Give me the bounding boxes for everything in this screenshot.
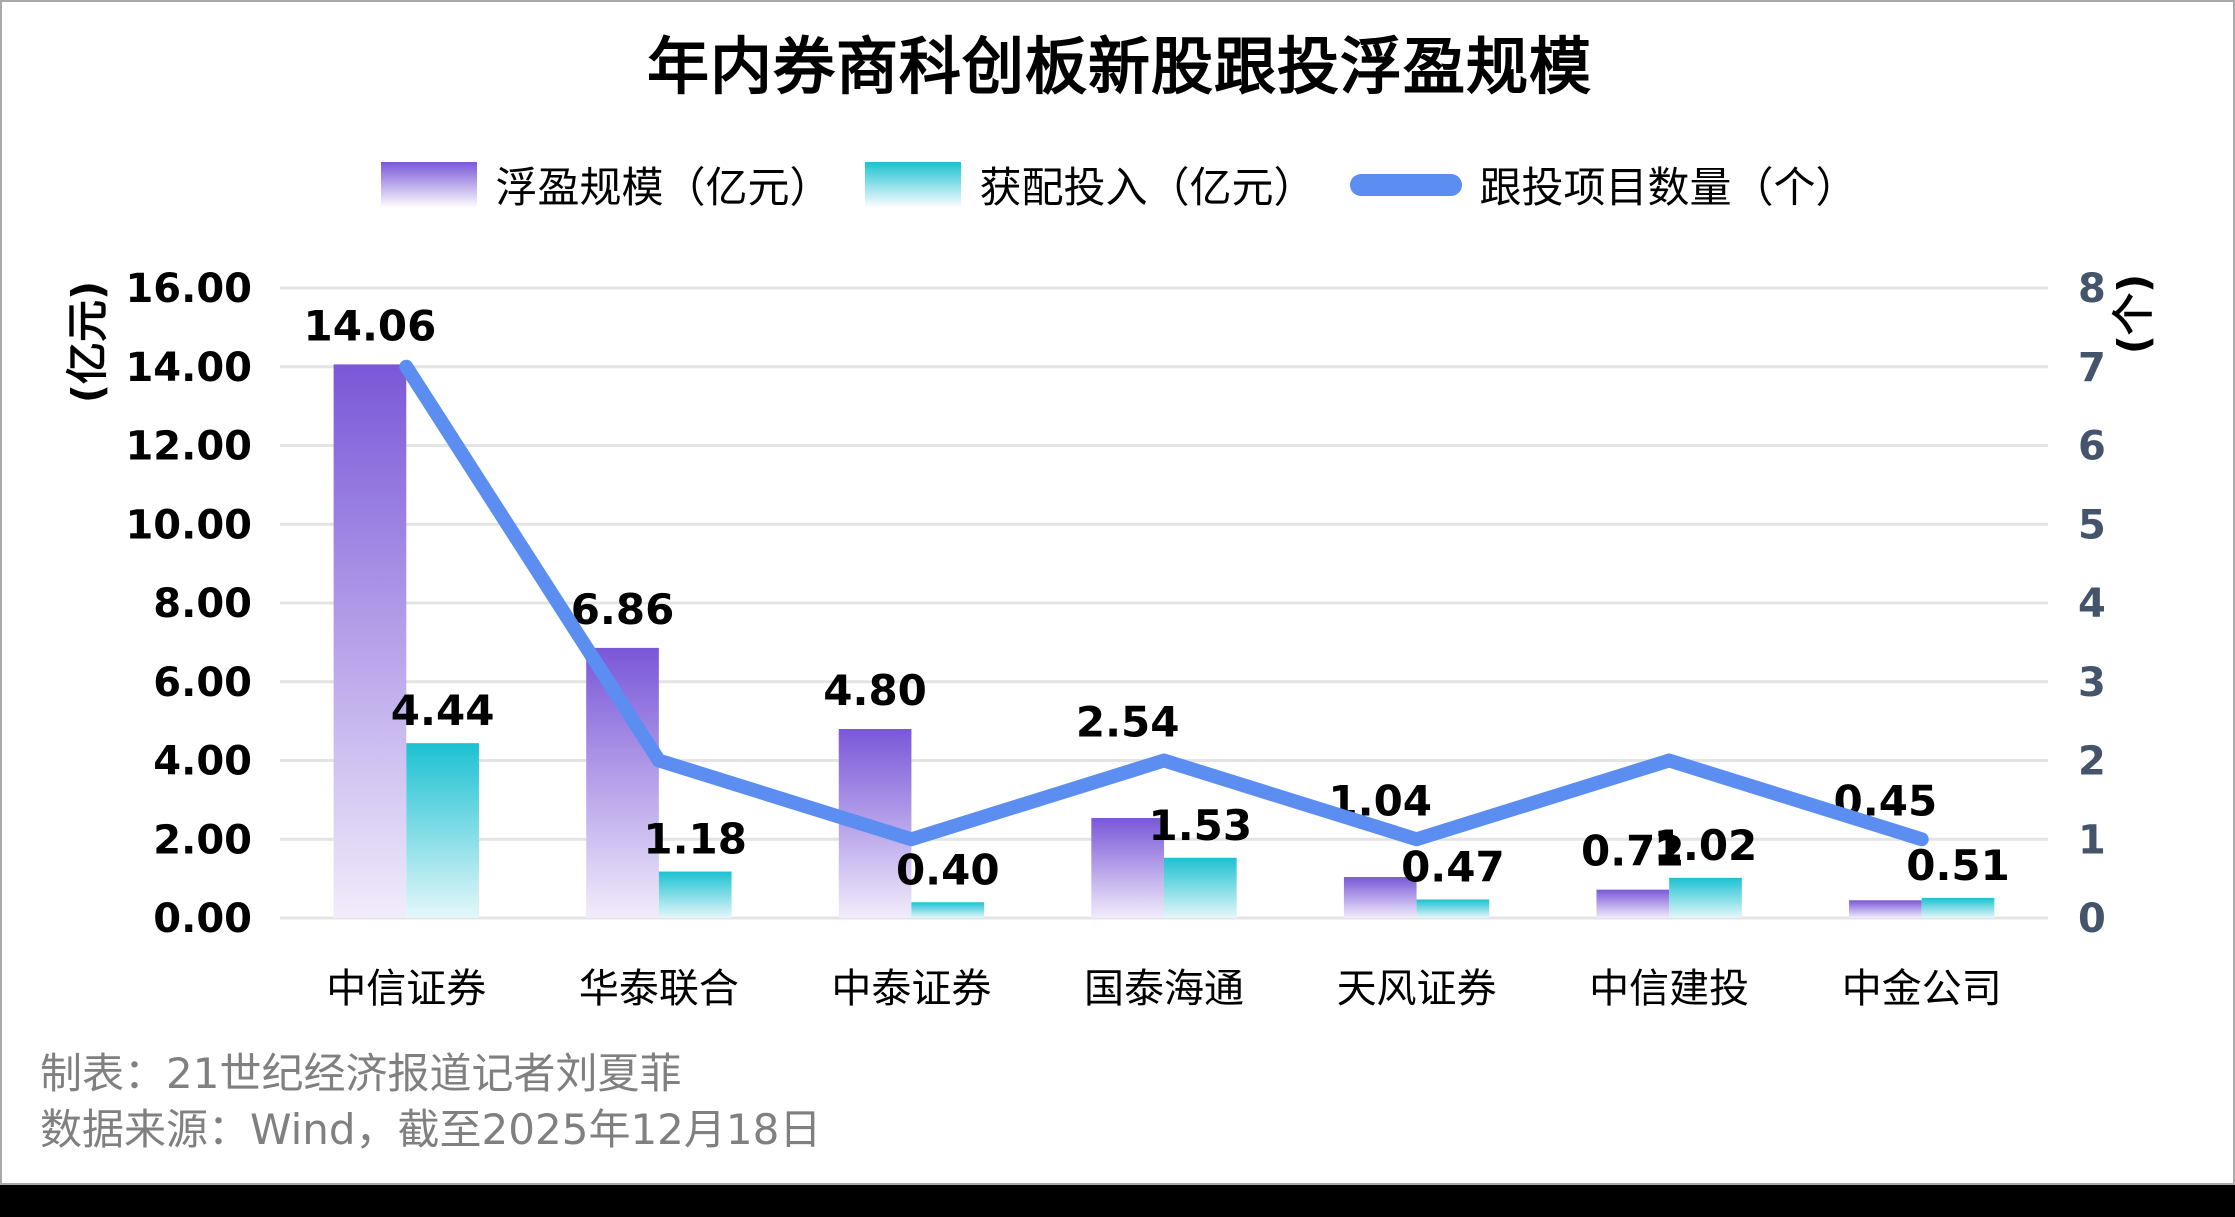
x-axis-category-label: 中信建投	[1589, 966, 1749, 1012]
bar-value-label: 14.06	[304, 301, 437, 350]
y-axis-tick-right: 0	[2078, 896, 2106, 942]
x-axis-category-label: 中金公司	[1842, 966, 2002, 1012]
profit-bar	[1343, 877, 1417, 918]
y-axis-tick-left: 4.00	[153, 739, 252, 785]
bar-value-label: 0.51	[1906, 841, 2010, 890]
bar-value-label: 4.44	[391, 686, 495, 735]
bar-value-label: 0.72	[1581, 827, 1685, 876]
y-axis-tick-left: 8.00	[153, 581, 252, 627]
bar-value-label: 0.47	[1401, 842, 1505, 891]
investment-bar	[1921, 897, 1995, 918]
y-axis-tick-right: 4	[2078, 581, 2106, 627]
y-axis-tick-left: 12.00	[125, 424, 252, 470]
projects-count-line	[399, 359, 1929, 847]
bar-value-label: 1.18	[643, 815, 747, 864]
y-axis-tick-right: 6	[2078, 424, 2106, 470]
y-axis-tick-right: 2	[2078, 739, 2106, 785]
y-axis-title-right: (个)	[2109, 274, 2158, 354]
legend-bar-swatch	[381, 161, 478, 208]
bar-value-label: 2.54	[1076, 698, 1180, 747]
y-axis-tick-right: 8	[2078, 266, 2106, 312]
legend-line-swatch	[1349, 173, 1462, 196]
investment-bar	[1669, 877, 1742, 918]
y-axis-tick-left: 10.00	[125, 502, 252, 548]
legend-label: 跟投项目数量（个）	[1479, 163, 1858, 212]
legend-label: 获配投入（亿元）	[979, 163, 1316, 212]
y-axis-tick-left: 2.00	[153, 817, 252, 863]
y-axis-tick-left: 14.00	[125, 345, 252, 391]
profit-bar	[1091, 817, 1164, 918]
legend-item: 跟投项目数量（个）	[1349, 154, 1858, 215]
y-axis-tick-right: 3	[2078, 660, 2106, 706]
investment-bar	[911, 902, 985, 918]
investment-bar	[658, 871, 732, 918]
footer-source: 数据来源：Wind，截至2025年12月18日	[40, 1105, 822, 1154]
chart-title: 年内券商科创板新股跟投浮盈规模	[646, 30, 1592, 103]
y-axis-tick-right: 1	[2078, 817, 2106, 863]
profit-bar	[1849, 900, 1922, 918]
legend-label: 浮盈规模（亿元）	[495, 163, 832, 212]
investment-bar	[1164, 857, 1237, 918]
y-axis-tick-left: 0.00	[153, 896, 252, 942]
legend-item: 获配投入（亿元）	[865, 154, 1316, 215]
y-axis-tick-right: 5	[2078, 502, 2106, 548]
legend-bar-swatch	[865, 161, 962, 208]
x-axis-category-label: 国泰海通	[1084, 966, 1244, 1012]
profit-bar	[333, 364, 407, 918]
x-axis-category-label: 中泰证券	[831, 966, 991, 1012]
investment-bar	[1416, 899, 1490, 918]
bar-value-label: 1.02	[1654, 821, 1758, 870]
footer-credit: 制表：21世纪经济报道记者刘夏菲	[40, 1049, 682, 1098]
y-axis-title-left: (亿元)	[63, 281, 112, 403]
y-axis-tick-left: 6.00	[153, 660, 252, 706]
y-axis-tick-left: 16.00	[125, 266, 252, 312]
bottom-black-bar	[0, 1185, 2235, 1217]
chart-footer: 制表：21世纪经济报道记者刘夏菲 数据来源：Wind，截至2025年12月18日	[40, 1046, 821, 1158]
legend-item: 浮盈规模（亿元）	[381, 154, 831, 215]
bar-value-label: 1.53	[1149, 801, 1253, 850]
chart-canvas: 0.00 2.00 4.00 6.00 8.00 10.00 12.00 14.00 16.00…	[63, 266, 2158, 1012]
profit-bar	[1596, 889, 1670, 918]
bar-value-label: 0.40	[896, 845, 1000, 894]
bar-value-label: 4.80	[823, 666, 927, 715]
y-axis-tick-right: 7	[2078, 345, 2106, 391]
investment-bar	[406, 743, 479, 918]
chart-card: 年内券商科创板新股跟投浮盈规模 浮盈规模（亿元） 获配投入（亿元） 跟投项目数量（个…	[0, 0, 2235, 1185]
legend: 浮盈规模（亿元） 获配投入（亿元） 跟投项目数量（个）	[2, 154, 2235, 215]
x-axis-category-label: 华泰联合	[579, 966, 739, 1012]
x-axis-category-label: 天风证券	[1337, 966, 1497, 1012]
bar-value-label: 6.86	[571, 585, 675, 634]
x-axis-category-label: 中信证券	[326, 966, 486, 1012]
profit-bar	[586, 647, 659, 918]
